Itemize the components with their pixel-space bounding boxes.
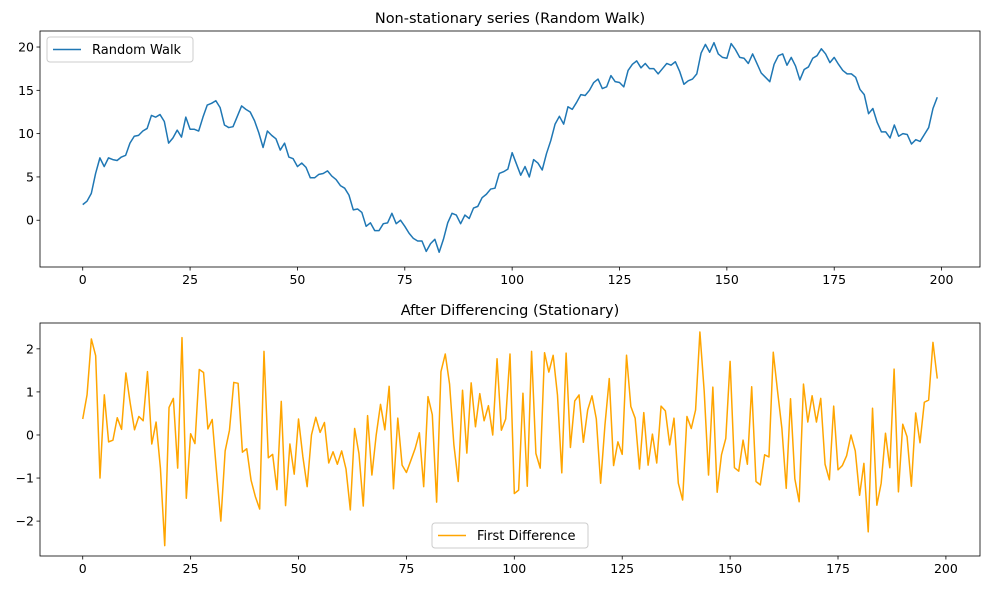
x-tick-label: 75 [398, 561, 414, 576]
y-tick-label: 20 [18, 40, 34, 55]
legend-label: First Difference [477, 529, 576, 544]
x-tick-label: 175 [826, 561, 850, 576]
differencing-axes: After Differencing (Stationary) 0 25 50 75 1… [16, 303, 981, 576]
y-tick-label: 10 [18, 126, 34, 141]
y-tick-label: −2 [16, 514, 34, 529]
y-tick-label: 1 [26, 384, 34, 399]
legend: Random Walk [46, 36, 194, 63]
random-walk-axes: Non-stationary series (Random Walk) 0 25 5… [18, 11, 981, 287]
x-tick-label: 50 [291, 561, 307, 576]
y-tick-label: 5 [26, 169, 34, 184]
axes-frame [39, 322, 981, 557]
x-tick-label: 25 [183, 561, 199, 576]
legend-box [431, 522, 589, 549]
axes-frame [39, 30, 981, 268]
x-tick-label: 150 [715, 272, 739, 287]
x-tick-label: 0 [79, 561, 87, 576]
random-walk-title: Non-stationary series (Random Walk) [375, 11, 645, 27]
y-tick-label: 2 [26, 341, 34, 356]
legend-label: Random Walk [92, 43, 182, 58]
x-tick-label: 100 [500, 272, 524, 287]
x-tick-label: 150 [718, 561, 742, 576]
x-tick-label: 50 [289, 272, 305, 287]
x-tick-label: 100 [502, 561, 526, 576]
x-tick-label: 75 [397, 272, 413, 287]
y-tick-label: 0 [26, 213, 34, 228]
y-tick-label: 0 [26, 427, 34, 442]
differencing-title: After Differencing (Stationary) [401, 303, 620, 319]
x-tick-label: 125 [608, 272, 632, 287]
y-tick-label: −1 [16, 471, 34, 486]
x-tick-label: 200 [934, 561, 958, 576]
x-tick-label: 0 [79, 272, 87, 287]
series-line-first-difference [81, 331, 939, 547]
legend-box [46, 36, 194, 63]
series-line-random-walk [82, 41, 938, 254]
y-tick-label: 15 [18, 83, 34, 98]
x-tick-label: 175 [822, 272, 846, 287]
x-tick-label: 25 [182, 272, 198, 287]
x-tick-label: 125 [610, 561, 634, 576]
x-tick-label: 200 [930, 272, 954, 287]
legend: First Difference [431, 522, 589, 549]
